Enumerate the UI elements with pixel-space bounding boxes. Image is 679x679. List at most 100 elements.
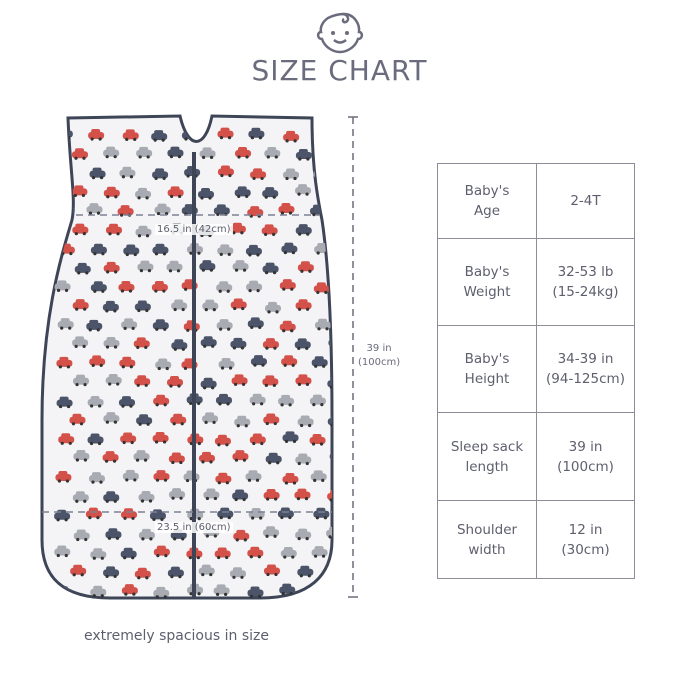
car-print-icon — [279, 320, 296, 333]
car-print-icon — [135, 225, 152, 238]
car-print-icon — [202, 299, 219, 312]
car-print-icon — [54, 509, 71, 522]
car-print-icon — [213, 204, 230, 217]
car-print-icon — [73, 450, 90, 462]
car-print-icon — [263, 489, 280, 501]
car-print-icon — [198, 564, 215, 577]
car-print-icon — [103, 412, 120, 424]
car-print-icon — [280, 547, 297, 559]
car-print-icon — [89, 355, 106, 367]
car-print-icon — [235, 146, 252, 159]
car-print-icon — [152, 243, 169, 256]
car-print-icon — [217, 127, 234, 140]
car-print-icon — [295, 453, 312, 466]
car-print-icon — [229, 222, 246, 235]
row-value: 2-4T — [536, 163, 635, 239]
car-print-icon — [230, 298, 247, 311]
row-label: Shoulder width — [437, 500, 537, 579]
car-print-icon — [103, 186, 120, 199]
car-print-icon — [262, 338, 279, 350]
car-print-icon — [309, 394, 326, 407]
car-print-icon — [106, 223, 123, 236]
bottom-measure-label: 23.5 in (60cm) — [155, 522, 233, 533]
car-print-icon — [297, 565, 314, 578]
car-print-icon — [213, 584, 230, 596]
car-print-icon — [281, 242, 298, 255]
car-print-icon — [312, 130, 329, 143]
row-label: Baby's Age — [437, 163, 537, 239]
car-print-icon — [105, 374, 122, 386]
car-print-icon — [214, 434, 231, 447]
car-print-icon — [281, 355, 298, 367]
car-print-icon — [262, 262, 279, 275]
car-print-icon — [167, 375, 184, 388]
car-print-icon — [56, 356, 73, 369]
car-print-icon — [102, 451, 119, 463]
car-print-icon — [215, 393, 232, 406]
car-print-icon — [102, 300, 119, 313]
car-print-icon — [279, 583, 296, 596]
car-print-icon — [171, 339, 188, 351]
car-print-icon — [133, 450, 150, 462]
car-print-icon — [57, 318, 74, 330]
car-print-icon — [54, 165, 71, 177]
page-title: SIZE CHART — [251, 54, 428, 87]
baby-face-icon — [316, 12, 364, 54]
car-print-icon — [245, 244, 262, 257]
car-print-icon — [217, 165, 234, 178]
car-print-icon — [199, 147, 216, 160]
car-print-icon — [315, 318, 332, 331]
car-print-icon — [311, 356, 328, 368]
car-print-icon — [55, 471, 72, 483]
row-value: 34-39 in (94-125cm) — [536, 325, 635, 413]
car-print-icon — [168, 452, 185, 465]
car-print-icon — [295, 224, 312, 236]
car-print-icon — [134, 300, 151, 313]
car-print-icon — [72, 299, 89, 311]
car-print-icon — [123, 244, 140, 257]
car-print-icon — [105, 528, 122, 540]
car-print-icon — [72, 491, 89, 503]
car-print-icon — [248, 127, 265, 140]
car-print-icon — [216, 281, 233, 293]
car-print-icon — [136, 146, 153, 159]
car-print-icon — [121, 318, 138, 330]
car-print-icon — [153, 586, 170, 598]
car-print-icon — [234, 186, 251, 198]
car-print-icon — [329, 264, 332, 274]
car-print-icon — [203, 488, 220, 501]
car-print-icon — [313, 282, 330, 295]
car-print-icon — [249, 393, 266, 406]
car-print-icon — [88, 472, 105, 484]
car-print-icon — [103, 261, 120, 274]
car-print-icon — [329, 189, 332, 197]
car-print-icon — [262, 187, 279, 199]
size-table: Baby's Age 2-4T Baby's Weight 32-53 lb (15… — [437, 163, 635, 579]
car-print-icon — [247, 546, 264, 559]
car-print-icon — [326, 526, 332, 539]
car-print-icon — [218, 358, 235, 370]
car-print-icon — [263, 564, 280, 577]
car-print-icon — [327, 377, 332, 389]
car-print-icon — [72, 223, 89, 236]
car-print-icon — [74, 262, 91, 275]
car-print-icon — [118, 396, 135, 408]
car-print-icon — [278, 203, 295, 215]
car-print-icon — [86, 203, 103, 215]
car-print-icon — [247, 317, 264, 329]
car-print-icon — [133, 337, 150, 350]
car-print-icon — [120, 432, 137, 445]
car-print-icon — [295, 149, 312, 161]
car-print-icon — [198, 451, 215, 464]
car-print-icon — [214, 547, 231, 560]
car-print-icon — [119, 166, 136, 179]
car-print-icon — [230, 337, 247, 350]
car-print-icon — [118, 280, 135, 293]
car-print-icon — [264, 146, 281, 159]
car-print-icon — [310, 470, 327, 482]
car-print-icon — [121, 584, 138, 596]
car-print-icon — [90, 281, 107, 293]
car-print-icon — [166, 260, 183, 273]
table-row: Baby's Weight 32-53 lb (15-24kg) — [437, 238, 635, 326]
